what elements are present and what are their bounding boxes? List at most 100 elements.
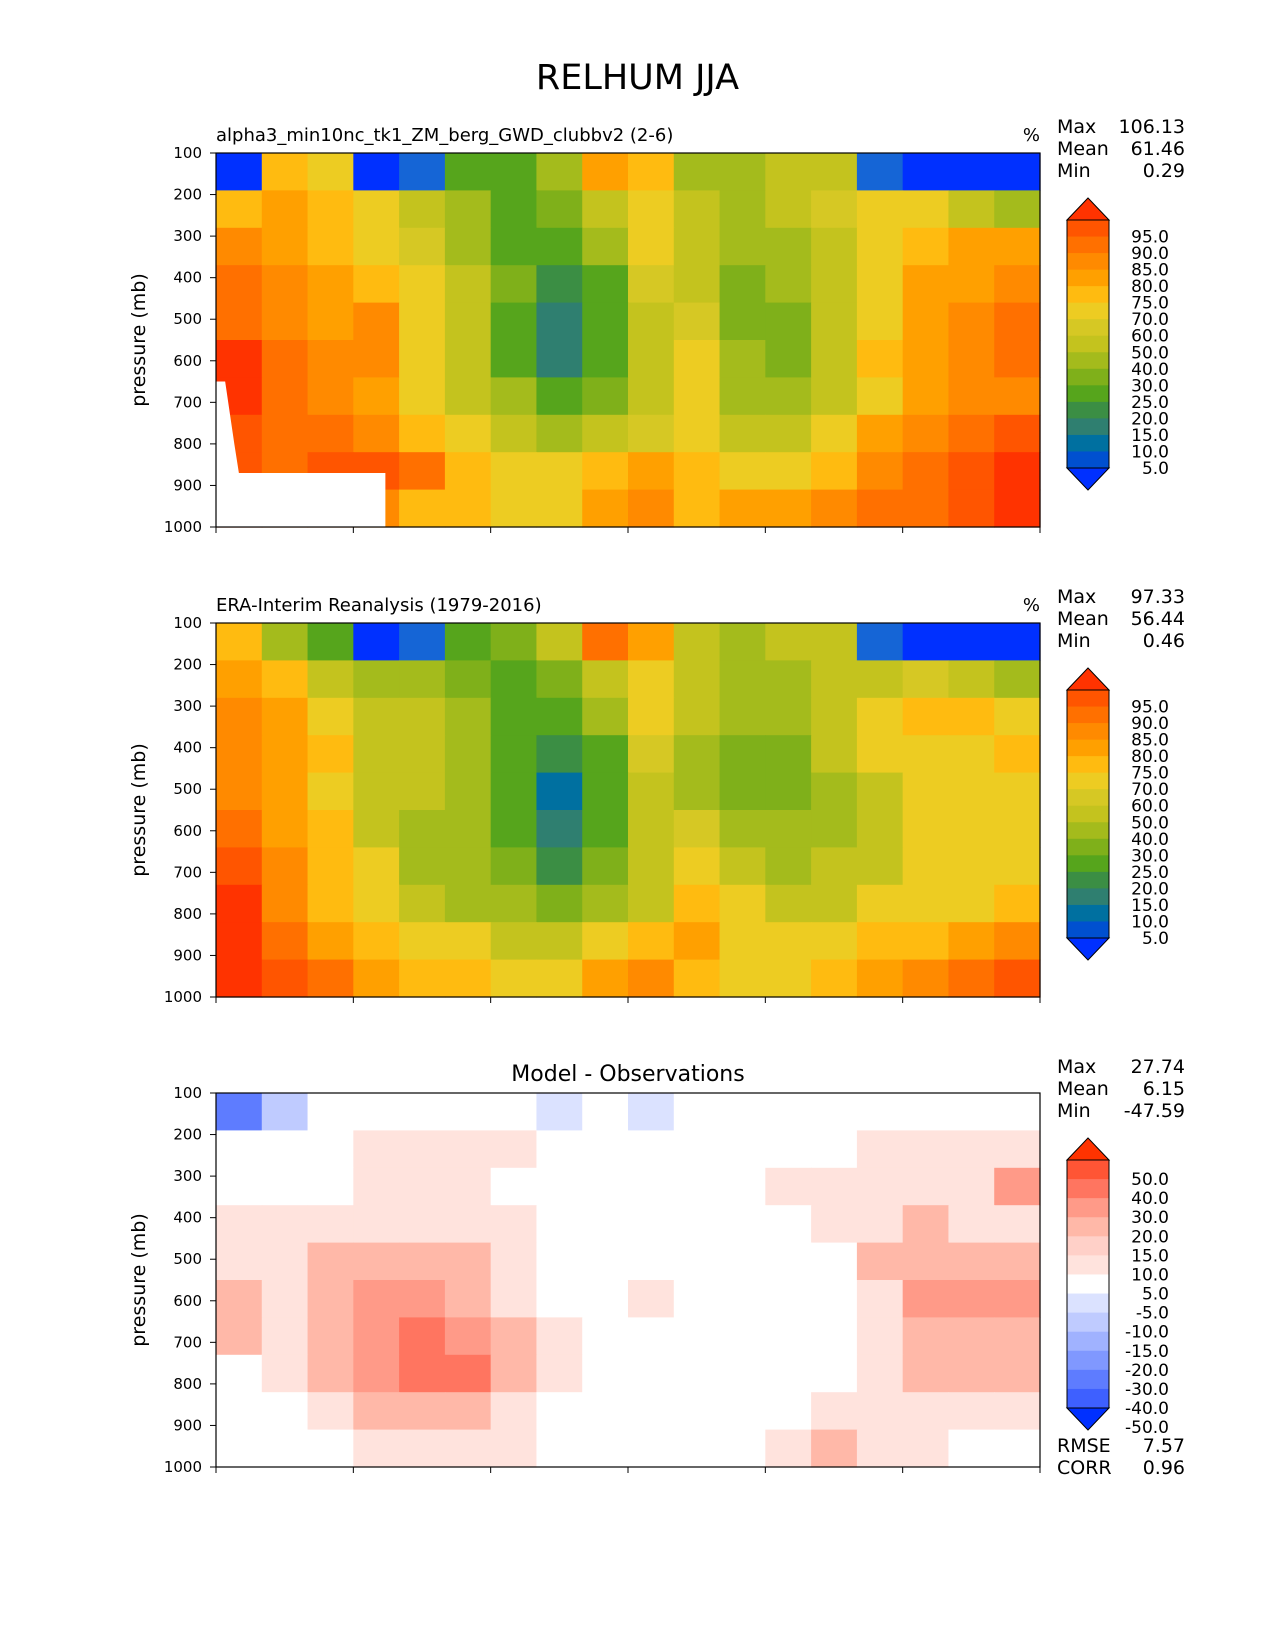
colorbar-segment [1067,236,1109,254]
y-tick-label: 400 [173,739,202,757]
contour-cell [673,377,721,416]
contour-cell [765,265,812,304]
contour-cell [673,227,721,266]
contour-cell [948,377,995,416]
contour-cell [216,1130,263,1169]
contour-cell [582,1242,629,1281]
contour-cell [673,265,721,304]
panel-title: Model - Observations [511,1062,744,1087]
colorbar-segment [1067,921,1109,939]
contour-cell [811,377,858,416]
contour-cell [628,660,675,699]
colorbar-segment [1067,352,1109,370]
rmse-value: 7.57 [1142,1435,1185,1457]
contour-cell [444,1093,492,1131]
contour-cell [856,452,904,491]
contour-cell [856,660,904,699]
x-tick-label: 30 [756,537,775,540]
x-tick-label: −90 [200,1477,232,1480]
contour-cell [811,153,858,191]
contour-cell [628,1205,675,1244]
y-axis-label: pressure (mb) [128,1213,150,1347]
contour-cell [856,340,904,378]
colorbar-segment [1067,888,1109,906]
contour-cell [811,623,858,661]
colorbar-label: 40.0 [1131,1189,1169,1209]
units-label: % [1023,595,1040,616]
contour-cell [261,735,309,774]
contour-cell [856,153,904,191]
contour-cell [216,340,263,378]
contour-cell [490,1317,538,1356]
contour-cell [444,489,492,528]
colorbar-label: 50.0 [1131,813,1169,833]
contour-cell [994,190,1041,229]
contour-cell [811,1205,858,1244]
contour-cell [902,847,950,886]
colorbar-label: 95.0 [1131,698,1169,718]
contour-cell [490,1354,538,1393]
contour-cell [536,452,583,491]
y-axis-label: pressure (mb) [128,743,150,877]
contour-cell [307,1167,354,1206]
y-tick-label: 300 [173,697,202,715]
contour-cell [399,1392,446,1431]
contour-cell [399,1280,446,1318]
colorbar-segment [1067,772,1109,790]
max-value: 97.33 [1130,586,1185,608]
contour-cell [261,1130,309,1169]
contour-cell [261,1093,309,1131]
contour-cell [902,1280,950,1318]
panel-title: alpha3_min10nc_tk1_ZM_berg_GWD_clubbv2 (… [216,125,673,146]
contour-cell [856,1354,904,1393]
contour-cell [353,1167,400,1206]
colorbar-segment [1067,253,1109,271]
y-tick-label: 300 [173,1167,202,1185]
colorbar-label: 15.0 [1131,896,1169,916]
colorbar-segment [1067,368,1109,386]
colorbar-segment [1067,1217,1109,1237]
colorbar-segment [1067,286,1109,304]
contour-cell [628,1280,675,1318]
contour-cell [444,1317,492,1356]
colorbar-segment [1067,838,1109,856]
contour-cell [765,697,812,736]
colorbar-segment [1067,756,1109,774]
contour-cell [765,377,812,416]
contour-cell [994,153,1041,191]
contour-cell [216,302,263,341]
contour-cell [994,959,1041,998]
x-tick-label: 60 [893,1477,912,1480]
contour-cell [948,1354,995,1393]
y-tick-label: 1000 [164,988,202,1006]
contour-cell [719,1093,766,1131]
x-tick-label: 60 [893,1007,912,1010]
contour-cell [902,623,950,661]
colorbar-label: -40.0 [1125,1399,1169,1419]
y-tick-label: 400 [173,269,202,287]
contour-cell [948,227,995,266]
colorbar-label: 15.0 [1131,1246,1169,1266]
colorbar-lower-extend [1065,937,1111,961]
contour-cell [399,227,446,266]
contour-cell [902,772,950,811]
contour-cell [719,227,766,266]
contour-cell [811,1392,858,1431]
contour-cell [490,1429,538,1468]
contour-cell [811,1242,858,1281]
contour-cell [902,452,950,491]
contour-cell [216,1242,263,1281]
contour-cell [536,1429,583,1468]
contour-cell [582,959,629,998]
y-tick-label: 700 [173,393,202,411]
colorbar-label: 90.0 [1131,714,1169,734]
contour-cell [353,847,400,886]
contour-cell [399,1429,446,1468]
contour-cell [765,153,812,191]
contour-cell [353,265,400,304]
contour-cell [444,735,492,774]
contour-cell [902,227,950,266]
contour-cell [353,772,400,811]
colorbar-label: 60.0 [1131,327,1169,347]
colorbar-label: 75.0 [1131,294,1169,314]
